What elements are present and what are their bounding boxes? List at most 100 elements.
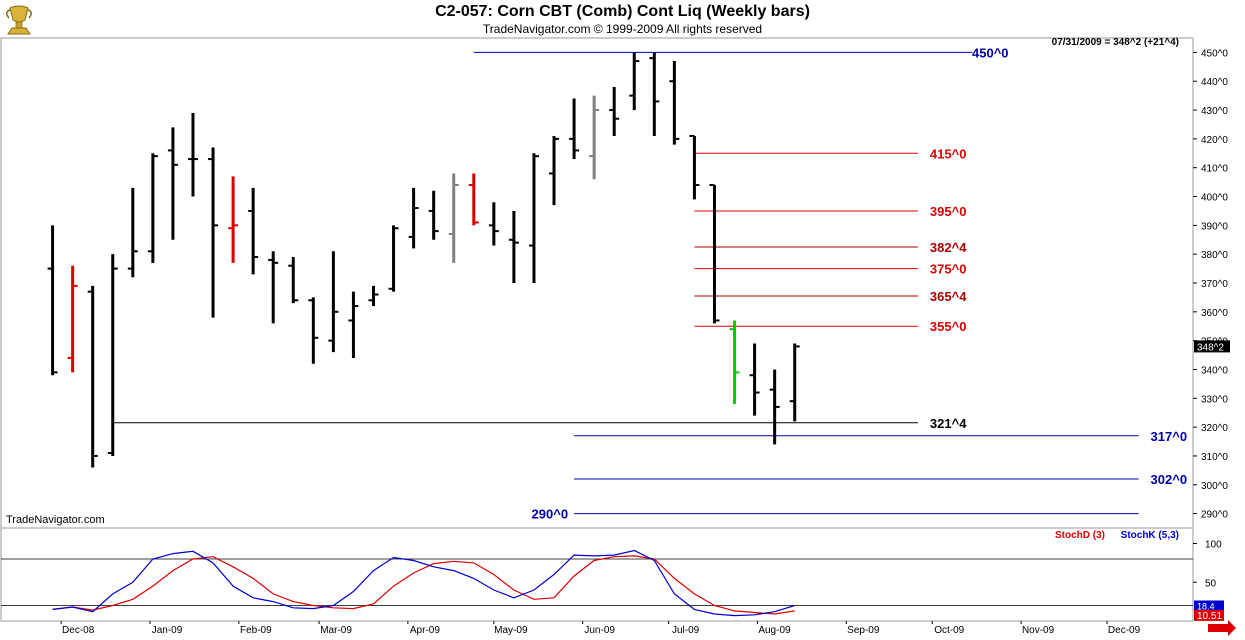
level-label: 395^0 (930, 204, 967, 219)
stochastic-lines: StochD (3) StochK (5,3) (52, 530, 1179, 617)
price-y-tick-label: 290^0 (1201, 510, 1228, 521)
x-tick-label: Aug-09 (758, 625, 791, 636)
price-bar (649, 52, 660, 136)
price-bar (147, 153, 158, 263)
price-bar (549, 136, 560, 206)
price-bar (388, 225, 399, 292)
level-label: 355^0 (930, 319, 967, 334)
stoch-y-tick-label: 100 (1205, 540, 1222, 551)
price-bar (87, 285, 98, 468)
price-bar (508, 210, 519, 283)
price-bar (629, 52, 640, 111)
x-tick-label: Jul-09 (672, 625, 700, 636)
stoch-series-line (52, 555, 795, 615)
price-bars (47, 52, 800, 468)
price-bar (328, 251, 339, 353)
price-pane-border (0, 37, 1194, 529)
price-readout: 07/31/2009 = 348^2 (+21^4) (1051, 37, 1179, 48)
price-bar (308, 297, 319, 364)
x-tick-label: Apr-09 (410, 625, 440, 636)
price-bar (228, 176, 239, 263)
price-y-tick-label: 320^0 (1201, 423, 1228, 434)
copyright-text: TradeNavigator.com © 1999-2009 All right… (482, 22, 763, 36)
price-bar (448, 173, 459, 263)
price-bar (769, 369, 780, 445)
price-y-tick-label: 450^0 (1201, 48, 1228, 59)
stoch-d-value: 10.51 (1197, 611, 1222, 622)
price-y-tick-label: 380^0 (1201, 250, 1228, 261)
stoch-y-tick-label: 50 (1205, 578, 1217, 589)
price-y-tick-label: 330^0 (1201, 394, 1228, 405)
x-tick-label: Jun-09 (584, 625, 615, 636)
gold-trophy-icon (6, 5, 32, 35)
x-tick-label: May-09 (494, 625, 528, 636)
price-y-tick-label: 370^0 (1201, 279, 1228, 290)
stoch-k-value: 18.4 (1197, 602, 1215, 612)
x-tick-label: Jan-09 (152, 625, 183, 636)
x-tick-label: Mar-09 (320, 625, 352, 636)
price-bar (187, 112, 198, 197)
price-y-tick-label: 400^0 (1201, 193, 1228, 204)
last-price-label: 348^2 (1197, 342, 1224, 353)
price-y-tick-label: 390^0 (1201, 221, 1228, 232)
x-tick-label: Sep-09 (847, 625, 880, 636)
price-bar (609, 87, 620, 136)
price-bar (528, 153, 539, 283)
price-y-tick-label: 410^0 (1201, 164, 1228, 175)
chart-title: C2-057: Corn CBT (Comb) Cont Liq (Weekly… (435, 3, 810, 20)
stoch-series-line (52, 549, 795, 617)
stoch-d-marker (1194, 609, 1224, 621)
price-y-tick-label: 310^0 (1201, 452, 1228, 463)
price-y-tick-label: 430^0 (1201, 106, 1228, 117)
level-label: 382^4 (930, 240, 967, 255)
price-bar (569, 98, 580, 160)
price-bar (47, 225, 58, 376)
price-bar (408, 187, 419, 249)
price-bar (669, 61, 680, 145)
level-label: 450^0 (972, 45, 1009, 60)
price-y-tick-label: 300^0 (1201, 481, 1228, 492)
x-tick-label: Nov-09 (1022, 625, 1055, 636)
legend-stochd: StochD (3) (1055, 530, 1105, 541)
price-bar (589, 95, 600, 180)
stoch-k-marker (1194, 600, 1224, 611)
price-bar (709, 184, 720, 324)
price-bar (167, 127, 178, 240)
price-bar (248, 187, 259, 275)
level-label: 365^4 (930, 289, 967, 304)
x-tick-label: Dec-09 (1108, 625, 1141, 636)
support-resistance-levels: 450^0 415^0 395^0 382^4 375^0 365^4 355^0 321^4… (112, 45, 1188, 522)
price-bar (468, 173, 479, 226)
level-label: 302^0 (1151, 472, 1188, 487)
level-label: 321^4 (930, 416, 967, 431)
legend-stochk: StochK (5,3) (1121, 530, 1179, 541)
price-bar (729, 320, 740, 405)
x-tick-label: Oct-09 (934, 625, 964, 636)
axes: 290^0300^0310^0320^0330^0340^0350^0360^0… (60, 48, 1236, 636)
price-bar (127, 187, 138, 278)
price-y-tick-label: 360^0 (1201, 308, 1228, 319)
x-tick-label: Feb-09 (240, 625, 272, 636)
price-bar (348, 291, 359, 358)
price-bar (749, 343, 760, 416)
price-bar (689, 135, 700, 200)
price-bar (428, 190, 439, 240)
price-bar (488, 202, 499, 246)
level-label: 415^0 (930, 146, 967, 161)
price-y-tick-label: 440^0 (1201, 77, 1228, 88)
price-bar (107, 254, 118, 456)
scroll-right-arrow-icon (1208, 620, 1236, 636)
price-y-tick-label: 340^0 (1201, 365, 1228, 376)
price-y-tick-label: 420^0 (1201, 135, 1228, 146)
stochastic-pane (0, 527, 1194, 622)
price-pane (0, 37, 1194, 529)
price-bar (67, 265, 78, 373)
price-bar (789, 343, 800, 422)
price-bar (208, 147, 219, 318)
price-bar (288, 257, 299, 304)
last-price-marker (1194, 340, 1230, 353)
price-bar (368, 285, 379, 307)
x-tick-label: Dec-08 (62, 625, 95, 636)
stochastic-pane-border (0, 527, 1194, 622)
